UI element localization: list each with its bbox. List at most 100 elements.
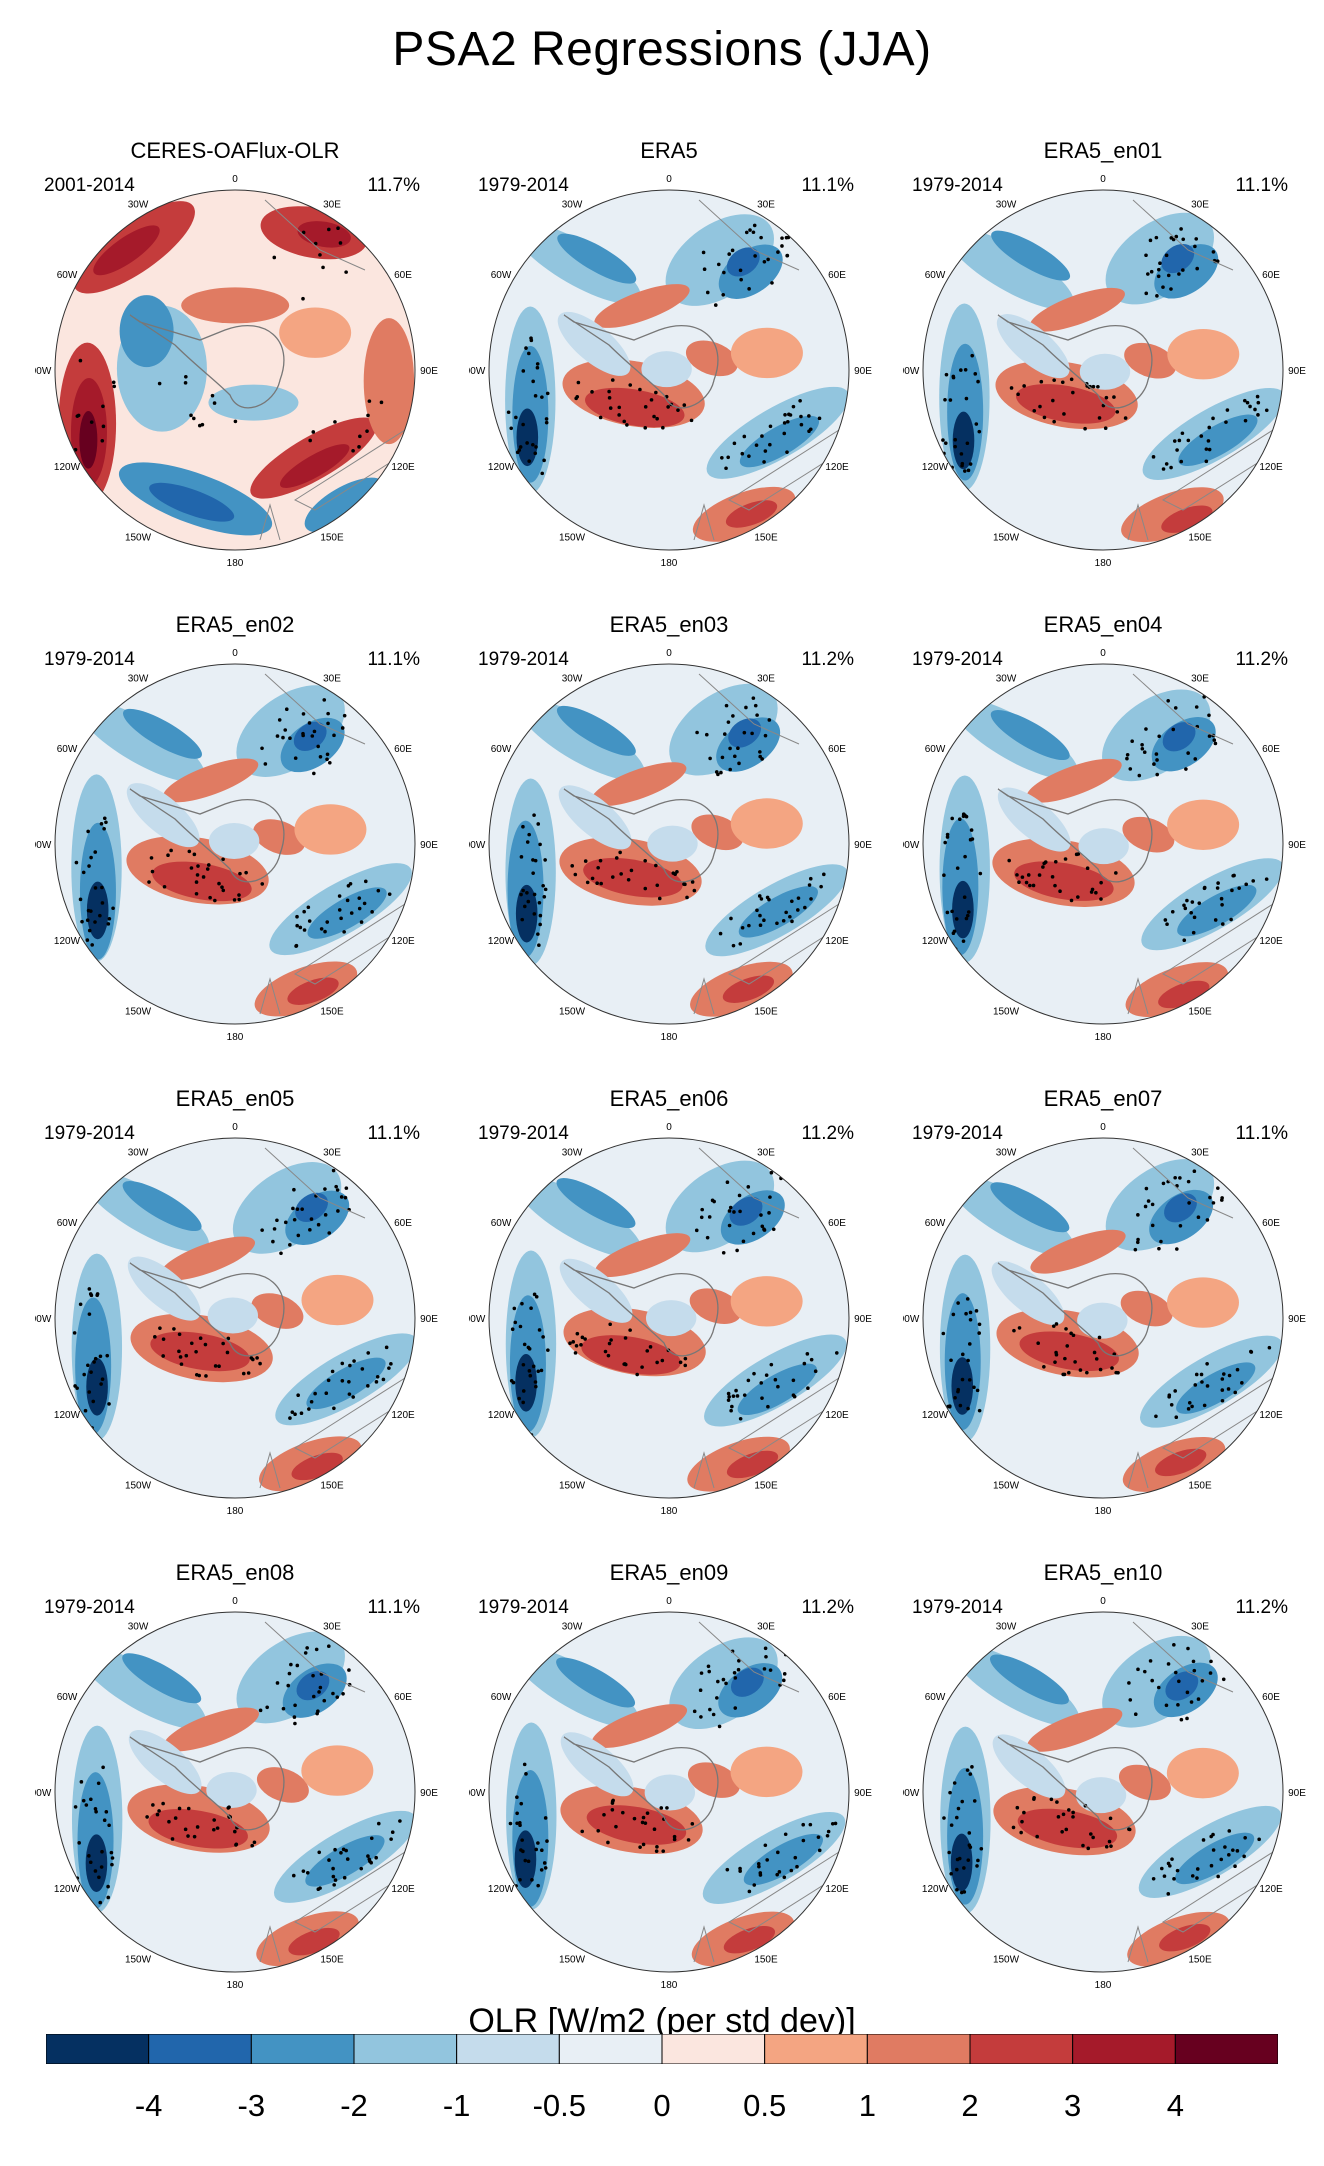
map-border	[922, 1611, 1284, 1973]
new-zealand-coastline	[259, 1451, 281, 1489]
longitude-label: 60E	[1262, 1218, 1280, 1229]
anomaly-region	[86, 881, 109, 940]
longitude-label: 60W	[925, 1218, 946, 1229]
polar-map: 0 30E 60E 90E 120E 150E 180 150W 120W 90W 60W 30W	[35, 1596, 438, 1991]
longitude-label: 150E	[754, 1480, 778, 1491]
longitude-label: 0	[666, 1596, 672, 1607]
anomaly-region	[512, 1646, 640, 1728]
colorbar-swatch	[148, 2034, 252, 2064]
map-panel: 0 30E 60E 90E 120E 150E 180 150W 120W 90W 60W 30W ER…	[454, 1560, 884, 2030]
anomaly-region	[997, 787, 1071, 852]
longitude-label: 120E	[825, 1410, 849, 1421]
longitude-label: 90W	[903, 1788, 920, 1799]
anomaly-region	[1161, 505, 1213, 533]
colorbar	[46, 2034, 1278, 2064]
africa-coastline	[264, 673, 366, 745]
anomaly-region	[990, 1182, 1070, 1233]
anomaly-region	[644, 1774, 696, 1811]
longitude-label: 150W	[559, 1954, 586, 1965]
colorbar-swatch	[661, 2034, 766, 2064]
longitude-label: 60E	[828, 1218, 846, 1229]
longitude-label: 120W	[488, 1410, 515, 1421]
longitude-label: 90E	[1288, 366, 1306, 377]
colorbar-tick-label: 3	[1064, 2088, 1082, 2123]
longitude-label: 150W	[125, 532, 152, 543]
longitude-label: 180	[227, 1032, 244, 1043]
africa-coastline	[1132, 1147, 1234, 1219]
longitude-label: 120E	[1259, 462, 1283, 473]
anomaly-region	[730, 798, 803, 849]
map-border	[54, 189, 416, 551]
africa-coastline	[1132, 673, 1234, 745]
anomaly-region	[1026, 758, 1122, 803]
longitude-label: 150W	[993, 1954, 1020, 1965]
longitude-label: 180	[1095, 1032, 1112, 1043]
anomaly-region	[1177, 884, 1257, 937]
map-border	[488, 1611, 850, 1973]
anomaly-region	[516, 408, 539, 467]
new-zealand-coastline	[693, 1451, 715, 1489]
colorbar-tick-label: 0	[653, 2088, 671, 2123]
anomaly-region	[279, 444, 350, 488]
colorbar-tick-label: 1	[858, 2088, 876, 2123]
anomaly-region	[256, 1767, 309, 1803]
antarctica-coastline	[563, 314, 719, 409]
longitude-label: 150E	[1188, 1006, 1212, 1017]
longitude-label: 0	[1100, 648, 1106, 659]
longitude-label: 90W	[35, 1788, 52, 1799]
antarctica-coastline	[563, 1262, 719, 1357]
polar-map: 0 30E 60E 90E 120E 150E 180 150W 120W 90W 60W 30W	[903, 1596, 1306, 1991]
anomaly-region	[730, 1276, 803, 1327]
anomaly-region	[251, 1293, 304, 1329]
longitude-label: 150W	[125, 1954, 152, 1965]
panel-variance: 11.2%	[1235, 1597, 1288, 1618]
map-panel: 0 30E 60E 90E 120E 150E 180 150W 120W 90W 60W 30W ER…	[454, 1086, 884, 1556]
new-zealand-coastline	[693, 977, 715, 1015]
new-zealand-coastline	[1127, 503, 1149, 541]
colorbar-swatch	[456, 2034, 560, 2064]
panel-title: ERA5_en01	[1043, 138, 1163, 163]
anomaly-region	[556, 1657, 636, 1708]
panel-variance: 11.2%	[801, 1597, 854, 1618]
anomaly-region	[1155, 1448, 1207, 1477]
longitude-label: 150E	[320, 1006, 344, 1017]
anomaly-region	[990, 710, 1070, 761]
longitude-label: 90E	[854, 1788, 872, 1799]
longitude-label: 180	[1095, 1980, 1112, 1991]
africa-coastline	[1132, 1621, 1234, 1693]
longitude-label: 150E	[1188, 1480, 1212, 1491]
map-border	[488, 189, 850, 551]
antarctica-coastline	[129, 314, 285, 409]
longitude-label: 120E	[825, 462, 849, 473]
anomaly-region	[951, 1357, 974, 1415]
longitude-label: 180	[661, 1980, 678, 1991]
panel-variance: 11.2%	[1235, 649, 1288, 670]
map-border	[54, 1611, 416, 1973]
panel-variance: 11.1%	[801, 175, 854, 196]
anomaly-region	[556, 1178, 636, 1229]
colorbar-swatch	[1072, 2034, 1176, 2064]
anomaly-region	[150, 1331, 250, 1372]
anomaly-region	[685, 340, 738, 377]
anomaly-region	[641, 351, 692, 388]
longitude-label: 120W	[54, 1884, 81, 1895]
anomaly-region	[93, 225, 160, 276]
map-panel: 0 30E 60E 90E 120E 150E 180 150W 120W 90W 60W 30W ER…	[888, 1086, 1318, 1556]
anomaly-region	[1166, 1277, 1239, 1328]
anomaly-region	[163, 1707, 259, 1752]
longitude-label: 60E	[1262, 744, 1280, 755]
map-panel: 0 30E 60E 90E 120E 150E 180 150W 120W 90W 60W 30W ER…	[454, 612, 884, 1082]
anomaly-region	[1029, 287, 1125, 332]
anomaly-region	[119, 295, 174, 368]
longitude-label: 30E	[1191, 1622, 1209, 1633]
panel-variance: 11.2%	[801, 1123, 854, 1144]
anomaly-region	[1158, 980, 1210, 1009]
longitude-label: 30E	[323, 200, 341, 211]
longitude-label: 30E	[323, 1148, 341, 1159]
longitude-label: 150E	[320, 1480, 344, 1491]
anomaly-region	[591, 1704, 688, 1748]
anomaly-region	[295, 1192, 328, 1222]
anomaly-region	[518, 699, 646, 781]
significance-stipple	[72, 1168, 393, 1443]
anomaly-region	[1159, 1923, 1211, 1952]
